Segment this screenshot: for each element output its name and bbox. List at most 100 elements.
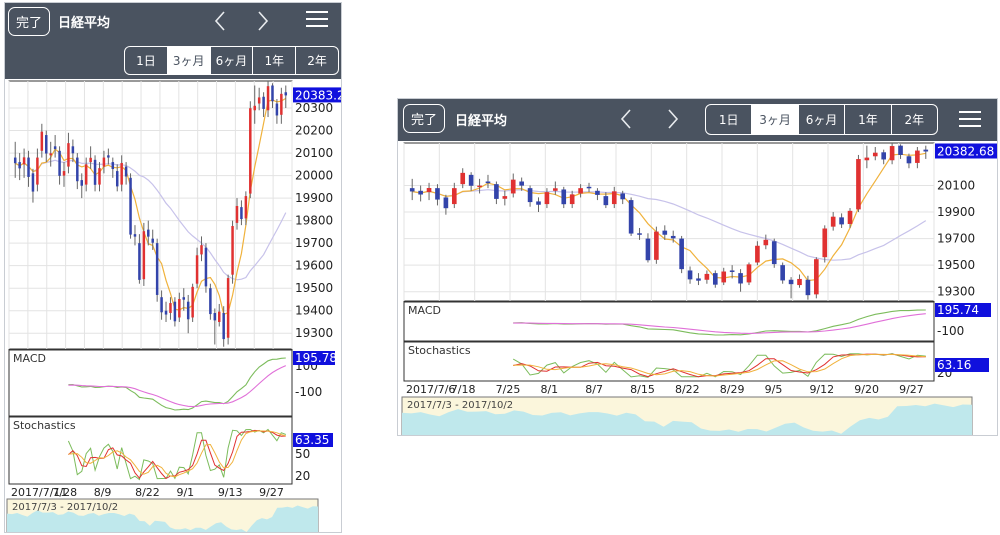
chart-area[interactable]: 20300 20200 20100 20000 19900 19800 19700 19600… [5, 79, 342, 533]
date-tick-label: 8/22 [675, 383, 700, 396]
macd-signal-line [513, 313, 926, 334]
period-tab-3[interactable]: 1年 [844, 105, 890, 134]
candle-body [553, 188, 558, 191]
chevron-right-icon[interactable] [663, 106, 683, 132]
price-tick-label: 19700 [937, 232, 975, 246]
price-tick-label: 20100 [295, 146, 333, 160]
period-tab-4[interactable]: 2年 [890, 105, 937, 134]
period-tab-0[interactable]: 1日 [136, 54, 156, 68]
top-toolbar: 完了 日経平均 1日 3ヶ月 6ヶ月 1年 2年 [5, 3, 341, 79]
candle-body [271, 85, 274, 102]
macd-tick-label: -100 [295, 385, 322, 399]
candle-body [771, 241, 777, 265]
navigator-area [7, 505, 318, 532]
hamburger-menu-icon[interactable] [959, 111, 981, 127]
navigator-range-label: 2017/7/3 - 2017/10/2 [407, 400, 513, 411]
candle-body [18, 162, 21, 169]
stochastics-tick-label: 20 [295, 469, 310, 483]
period-tab-2[interactable]: 6ヶ月 [209, 47, 253, 74]
done-button[interactable]: 完了 [8, 7, 50, 36]
portrait-screen: 完了 日経平均 1日 3ヶ月 6ヶ月 1年 2年 20300 20200 20100 2000… [4, 2, 342, 533]
candle-body [805, 279, 811, 296]
price-tick-label: 19400 [295, 304, 333, 318]
candle-body [280, 93, 283, 115]
candle-body [22, 157, 26, 165]
macd-label: MACD [408, 304, 441, 317]
candle-body [244, 196, 248, 219]
stochastics-current-box [935, 358, 989, 372]
stochastics-current-value: 63.16 [937, 358, 971, 372]
page-title: 日経平均 [58, 16, 111, 31]
price-tick-label: 20100 [937, 178, 975, 192]
candle-body [679, 238, 684, 270]
period-tab-4[interactable]: 2年 [295, 47, 338, 74]
candle-body [460, 172, 466, 185]
chevron-left-icon[interactable] [616, 106, 636, 132]
date-tick-label: 9/27 [259, 486, 284, 499]
candle-body [200, 245, 203, 255]
price-tick-label: 19300 [937, 285, 975, 299]
candle-body [124, 166, 128, 177]
date-tick-label: 9/12 [809, 383, 834, 396]
candle-body [76, 157, 79, 182]
candle-body [763, 239, 769, 246]
candle-body [628, 200, 634, 234]
candle-body [409, 188, 415, 192]
price-panel [403, 142, 935, 302]
candle-body [53, 146, 57, 150]
candle-body [536, 201, 541, 205]
candle-body [49, 153, 52, 156]
candle-body [839, 217, 844, 225]
date-tick-label: 8/15 [630, 383, 655, 396]
macd-current-box [293, 351, 335, 365]
candle-body [746, 264, 752, 283]
candle-body [738, 273, 743, 284]
candle-body [209, 288, 212, 315]
period-tab-3[interactable]: 1年 [252, 47, 295, 74]
candle-body [435, 188, 440, 200]
chevron-right-icon[interactable] [253, 8, 273, 34]
price-tick-label: 19600 [295, 259, 333, 273]
candle-body [115, 171, 119, 187]
candle-body [788, 279, 794, 285]
candle-body [586, 186, 592, 189]
candle-body [830, 216, 836, 227]
candle-body [235, 205, 239, 223]
candle-body [569, 194, 575, 205]
candle-body [721, 271, 727, 283]
candle-body [780, 265, 785, 281]
stochastics-slow-d-line [513, 353, 926, 377]
period-tab-2[interactable]: 6ヶ月 [797, 105, 844, 134]
candle-body [129, 177, 132, 235]
date-tick-label: 8/29 [720, 383, 745, 396]
candle-body [755, 245, 760, 263]
candle-body [102, 157, 106, 167]
stochastics-current-box [293, 433, 333, 447]
candle-body [822, 228, 828, 258]
candle-body [485, 181, 491, 184]
candle-body [266, 86, 270, 111]
period-tab-1[interactable]: 3ヶ月 [751, 105, 798, 134]
page-title: 日経平均 [455, 114, 508, 129]
period-selector: 1日 3ヶ月 6ヶ月 1年 2年 [124, 46, 339, 75]
candle-body [71, 146, 75, 154]
candle-body [906, 156, 912, 164]
candle-body [494, 184, 499, 199]
candle-body [138, 243, 141, 280]
stochastics-label: Stochastics [13, 419, 76, 432]
macd-current-box [935, 303, 991, 317]
chart-area[interactable]: 20100 19900 19700 19500 19300 20382.68 MACD -10… [398, 141, 998, 436]
date-tick-label: 9/20 [854, 383, 879, 396]
stochastics-label: Stochastics [408, 344, 471, 357]
done-button[interactable]: 完了 [403, 104, 445, 133]
candle-body [284, 92, 288, 96]
chevron-left-icon[interactable] [210, 8, 230, 34]
candle-body [151, 238, 154, 243]
hamburger-menu-icon[interactable] [306, 11, 328, 27]
period-tab-1[interactable]: 3ヶ月 [166, 47, 210, 74]
macd-label: MACD [13, 352, 46, 365]
period-tab-0[interactable]: 1日 [718, 113, 739, 127]
top-toolbar: 完了 日経平均 1日 3ヶ月 6ヶ月 1年 2年 [398, 99, 997, 141]
stochastics-panel [8, 416, 293, 485]
candle-body [31, 173, 35, 192]
